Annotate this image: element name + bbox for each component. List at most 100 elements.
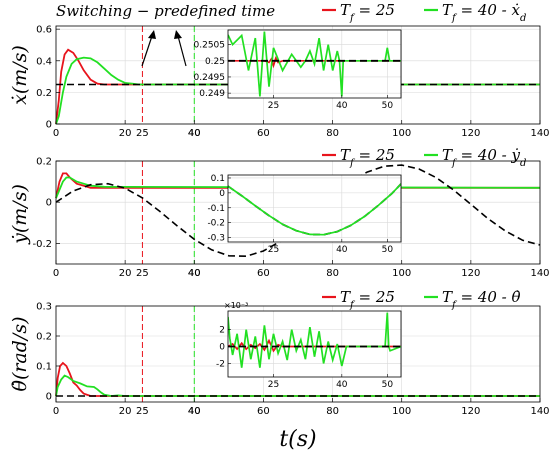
plot-series [55, 361, 540, 397]
y-tick-label: 0 [46, 120, 52, 131]
switch-time-label-40: 40 [188, 128, 201, 139]
inset-frame [227, 310, 402, 378]
inset-y-tick-label: 0 [219, 343, 225, 353]
y-tick-label: 0.6 [36, 25, 52, 36]
inset-x-tick-label: 40 [336, 101, 348, 111]
series-red [55, 48, 540, 125]
legend: Tf = 25 Tf = 40 - θ̇ [322, 288, 521, 311]
chart-title: Switching − predefined time [56, 2, 275, 20]
x-tick-label: 80 [326, 406, 339, 417]
legend-label-red: Tf = 25 [340, 288, 395, 311]
zoom-inset: 25 40 50 -0.3 -0.2 -0.1 0 0.1 [207, 174, 402, 255]
legend-label-green: Tf = 40 - ẋd [442, 1, 526, 24]
y-tick-label: 0.2 [36, 88, 52, 99]
arrowhead-2 [174, 30, 182, 39]
inset-background [228, 175, 401, 242]
inset-series [228, 183, 401, 236]
x-tick-label: 80 [326, 128, 339, 139]
inset-y-tick-label: -2 [216, 359, 225, 369]
inset-x-tick-label: 40 [336, 380, 348, 390]
x-tick-label: 140 [530, 128, 549, 139]
legend: Tf = 25 Tf = 40 - ẋd [322, 1, 526, 24]
series-green [55, 176, 541, 199]
inset-x-tick-label: 50 [382, 380, 394, 390]
x-tick-label: 60 [257, 128, 270, 139]
x-tick-label: 40 [188, 268, 201, 279]
legend: Tf = 25 Tf = 40 - ẏd [322, 146, 526, 169]
series-red [55, 361, 540, 397]
switch-time-lines: 25 40 [136, 26, 201, 139]
x-tick-label: 140 [530, 406, 549, 417]
zoom-inset: 25 40 50 0.249 0.2495 0.25 0.2505 [194, 29, 402, 111]
inset-x-tick-label: 25 [268, 101, 279, 111]
x-tick-label: 120 [461, 406, 480, 417]
y-tick-label: 0.3 [36, 302, 52, 313]
velocity-x-panel: 25 40 0 20 40 60 80 100 120 140 0 0.2 0.4 0.6 25 40 50… [9, 1, 550, 139]
y-axis-label: ẋ(m/s) [9, 45, 31, 105]
inset-series-green [228, 183, 401, 236]
switch-time-label-40: 40 [188, 406, 201, 417]
y-tick-label: 0.1 [36, 362, 52, 373]
inset-y-tick-label: 2 [219, 326, 225, 336]
inset-x-tick-label: 25 [268, 380, 279, 390]
axes-frame [55, 25, 541, 125]
inset-series [228, 31, 401, 97]
inset-exponent-label: ×10⁻³ [224, 301, 248, 310]
inset-y-tick-label: 0.1 [211, 174, 225, 184]
legend-label-red: Tf = 25 [340, 146, 395, 169]
inset-series-green [228, 312, 401, 368]
switch-time-lines: 25 40 [136, 161, 201, 279]
zoom-inset: 25 40 50 -2 0 2 ×10⁻³ [216, 301, 402, 390]
x-tick-label: 20 [119, 268, 132, 279]
y-tick-label: 0 [46, 198, 52, 209]
x-tick-label: 100 [392, 128, 411, 139]
y-tick-label: 0 [46, 392, 52, 403]
switch-time-label-40: 40 [188, 268, 201, 279]
annotation-arrows [141, 30, 187, 67]
legend-label-green: Tf = 40 - θ̇ [442, 288, 521, 311]
inset-y-tick-label: 0.249 [199, 89, 225, 99]
x-tick-label: 140 [530, 268, 549, 279]
x-tick-label: 60 [257, 268, 270, 279]
arrowhead-1 [148, 30, 156, 39]
x-axis-label: t(s) [279, 427, 316, 452]
legend-label-green: Tf = 40 - ẏd [442, 146, 526, 169]
x-tick-label: 0 [53, 128, 59, 139]
velocity-y-panel: 25 40 0 20 40 60 80 100 120 140 -0.2 0 0.2 25 40 50 -0… [9, 146, 550, 279]
legend-label-red: Tf = 25 [340, 1, 395, 24]
switch-time-label-25: 25 [136, 128, 149, 139]
inset-x-tick-label: 40 [336, 245, 348, 255]
arrow-to-inset-1 [141, 35, 153, 67]
x-tick-label: 80 [326, 268, 339, 279]
x-tick-label: 100 [392, 406, 411, 417]
x-tick-label: 120 [461, 268, 480, 279]
inset-x-tick-label: 50 [382, 245, 394, 255]
inset-series [228, 312, 401, 368]
inset-y-tick-label: 0.2505 [194, 41, 226, 51]
inset-x-tick-label: 50 [382, 101, 394, 111]
inset-y-tick-label: -0.2 [207, 219, 225, 229]
inset-y-tick-label: 0 [219, 189, 225, 199]
switch-time-label-25: 25 [136, 268, 149, 279]
axis-ticks: 0 20 40 60 80 100 120 140 0 0.2 0.4 0.6 [36, 25, 549, 139]
x-tick-label: 0 [53, 268, 59, 279]
series-green [55, 374, 540, 397]
inset-frame [227, 174, 402, 243]
x-tick-label: 20 [119, 406, 132, 417]
inset-series-green [228, 31, 401, 97]
axes-frame [55, 160, 541, 265]
inset-frame [227, 29, 402, 99]
y-axis-label: θ̇(rad/s) [9, 317, 31, 392]
x-tick-label: 20 [119, 128, 132, 139]
inset-y-tick-label: 0.2495 [194, 73, 226, 83]
y-tick-label: -0.2 [32, 239, 52, 250]
y-tick-label: 0.2 [36, 332, 52, 343]
inset-y-tick-label: -0.1 [207, 204, 225, 214]
x-tick-label: 40 [188, 128, 201, 139]
x-tick-label: 40 [188, 406, 201, 417]
x-tick-label: 120 [461, 128, 480, 139]
series-green [55, 56, 540, 125]
